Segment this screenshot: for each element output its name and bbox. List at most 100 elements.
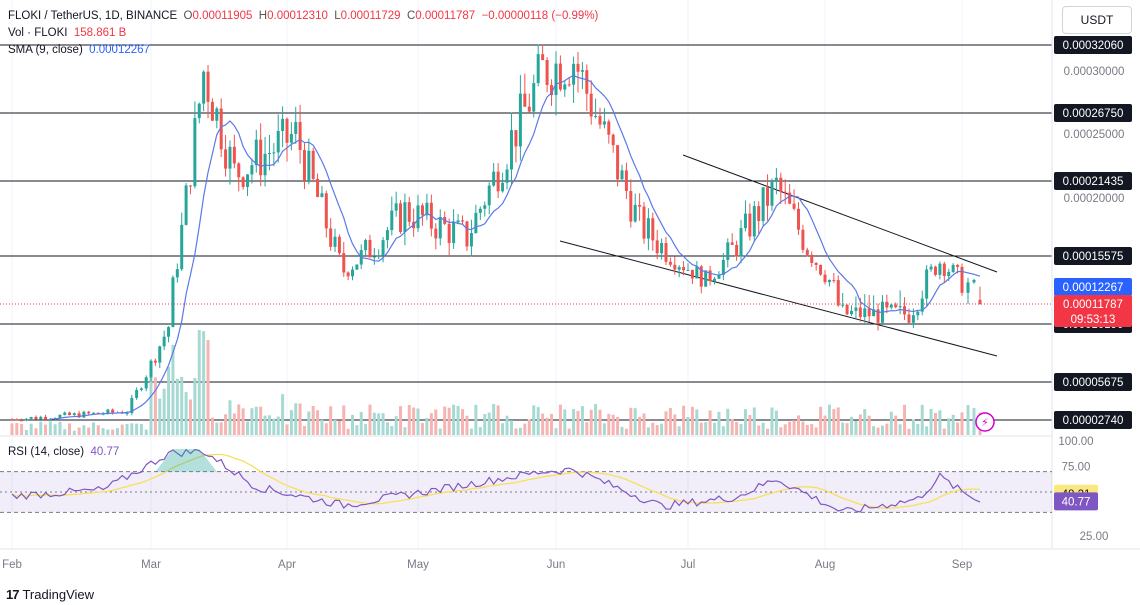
candle-body xyxy=(805,249,809,255)
volume-bar xyxy=(911,419,915,435)
candle-body xyxy=(938,263,942,275)
volume-bar xyxy=(180,377,184,435)
candle-body xyxy=(10,419,14,421)
volume-bar xyxy=(158,398,162,435)
volume-bar xyxy=(87,427,91,435)
volume-bar xyxy=(872,426,876,435)
candle-body xyxy=(660,242,664,254)
volume-bar xyxy=(461,409,465,435)
volume-bar xyxy=(766,428,770,435)
candle-body xyxy=(276,130,280,153)
candle-body xyxy=(933,266,937,275)
candle-body xyxy=(509,130,513,170)
volume-bar xyxy=(810,424,814,435)
volume-bar xyxy=(567,428,571,435)
candle-body xyxy=(333,236,337,247)
volume-bar xyxy=(492,403,496,435)
candle-body xyxy=(285,118,289,143)
sma-9-line xyxy=(50,74,981,420)
sma-line xyxy=(50,74,981,420)
descending-channel xyxy=(559,154,998,357)
candle-body xyxy=(237,163,241,178)
candle-body xyxy=(673,264,677,270)
volume-bar xyxy=(757,425,761,435)
candle-body xyxy=(867,308,871,317)
candle-body xyxy=(907,314,911,323)
volume-bar xyxy=(505,415,509,435)
volume-bar xyxy=(695,409,699,435)
x-tick-label: Apr xyxy=(278,559,296,571)
volume-bar xyxy=(805,424,809,435)
candle-body xyxy=(611,134,615,146)
candle-body xyxy=(960,266,964,293)
candle-body xyxy=(58,414,62,419)
volume-bar xyxy=(329,406,333,435)
candle-body xyxy=(642,206,646,239)
volume-bar xyxy=(184,392,188,435)
volume-bar xyxy=(933,412,937,435)
candle-body xyxy=(72,413,76,416)
candle-body xyxy=(281,118,285,131)
candle-body xyxy=(876,309,880,323)
volume-bar xyxy=(783,424,787,435)
candle-body xyxy=(390,210,394,231)
volume-bar xyxy=(730,419,734,435)
candle-body xyxy=(827,279,831,283)
currency-selector[interactable]: USDT xyxy=(1062,6,1132,34)
candle-body xyxy=(385,230,389,241)
volume-bar xyxy=(796,415,800,435)
candle-body xyxy=(801,229,805,250)
candle-body xyxy=(24,418,28,421)
candle-body xyxy=(474,212,478,234)
candle-body xyxy=(478,208,482,213)
volume-bar xyxy=(598,409,602,435)
candle-body xyxy=(215,108,219,121)
y-tick-label: 0.00020000 xyxy=(1064,193,1125,205)
candle-body xyxy=(39,416,43,420)
volume-bar xyxy=(788,421,792,435)
candle-body xyxy=(407,202,411,222)
volume-bar xyxy=(956,422,960,435)
candle-body xyxy=(947,271,951,277)
volume-bar xyxy=(686,416,690,435)
alert-bolt-glyph: ⚡ xyxy=(981,416,989,429)
volume-bar xyxy=(942,428,946,435)
level-tag xyxy=(1054,36,1132,54)
symbol-name[interactable]: FLOKI / TetherUS, 1D, BINANCE xyxy=(8,10,178,22)
volume-bar xyxy=(823,415,827,435)
candle-body xyxy=(289,133,293,143)
candle-body xyxy=(254,139,258,166)
time-axis: Feb Mar Apr May Jun Jul Aug Sep xyxy=(0,548,1140,571)
volume-bar xyxy=(337,420,341,435)
volume-bar xyxy=(206,340,210,435)
candle-body xyxy=(576,63,580,72)
candle-body xyxy=(487,185,491,206)
candle-body xyxy=(48,418,52,420)
price-axis: 0.00030000 0.00025000 0.00020000 25.00 xyxy=(1051,0,1125,548)
sma-price-tag-label: 0.00012267 xyxy=(1063,282,1124,294)
candle-body xyxy=(832,279,836,281)
sma-label[interactable]: SMA (9, close) xyxy=(8,44,83,56)
candle-body xyxy=(668,261,672,265)
volume-bar xyxy=(241,408,245,435)
rsi-label[interactable]: RSI (14, close) xyxy=(8,446,85,458)
candle-body xyxy=(916,311,920,316)
candle-body xyxy=(677,267,681,270)
volume-bar xyxy=(966,405,970,435)
volume-bar xyxy=(819,406,823,435)
candle-body xyxy=(372,256,376,258)
volume-bar xyxy=(876,427,880,435)
volume-bar xyxy=(294,403,298,435)
tradingview-logo[interactable]: 17 TradingView xyxy=(6,587,94,602)
candle-body xyxy=(743,213,747,229)
candle-body xyxy=(307,150,311,183)
candle-body xyxy=(567,84,571,86)
volume-bar xyxy=(259,406,263,435)
volume-label[interactable]: Vol · FLOKI xyxy=(8,27,68,39)
volume-bar xyxy=(130,423,134,435)
volume-bar xyxy=(572,408,576,435)
volume-bar xyxy=(633,408,637,435)
volume-bar xyxy=(443,406,447,435)
candle-body xyxy=(823,274,827,283)
